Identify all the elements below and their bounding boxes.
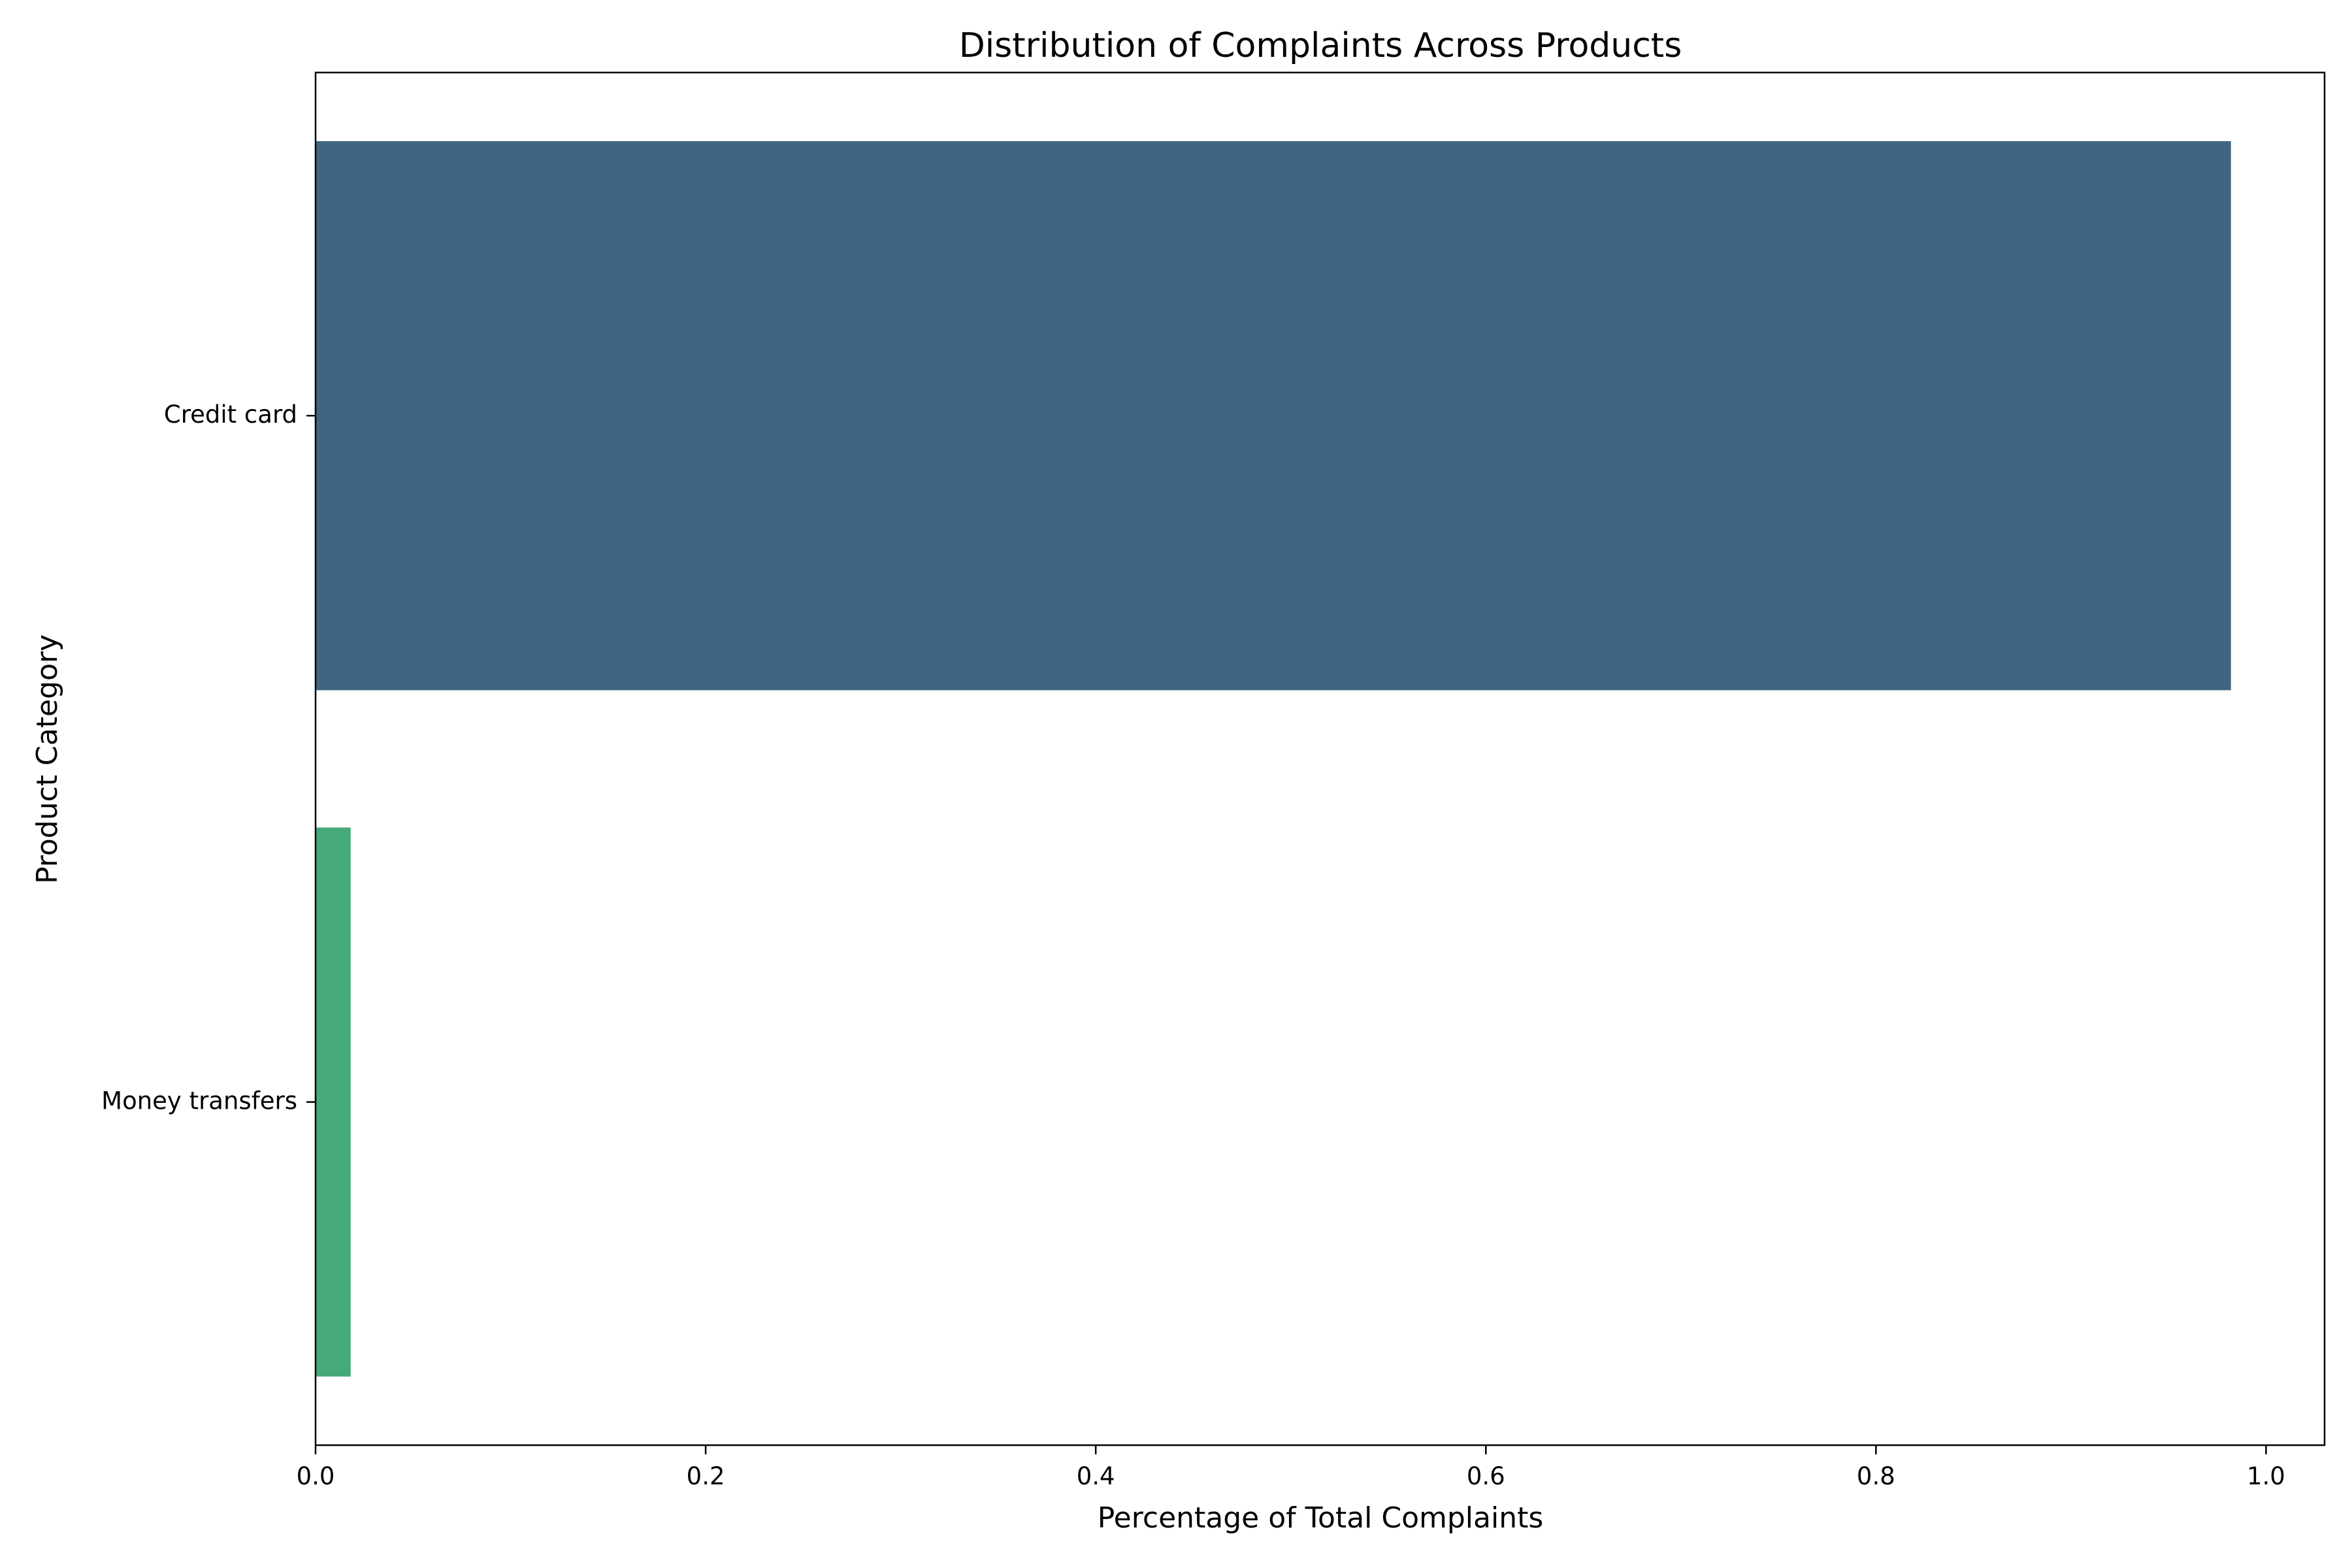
x-tick-label: 0.2 bbox=[687, 1462, 725, 1490]
y-axis: Credit card Money transfers bbox=[101, 400, 316, 1115]
x-tick-label: 0.8 bbox=[1857, 1462, 1895, 1490]
x-tick-label: 1.0 bbox=[2247, 1462, 2285, 1490]
x-tick-label: 0.6 bbox=[1467, 1462, 1505, 1490]
bar-credit-card bbox=[316, 141, 2231, 691]
x-axis-label: Percentage of Total Complaints bbox=[1098, 1501, 1544, 1535]
y-tick-label: Credit card bbox=[164, 400, 297, 429]
y-tick-label: Money transfers bbox=[101, 1086, 297, 1115]
x-tick-label: 0.0 bbox=[297, 1462, 335, 1490]
chart-title: Distribution of Complaints Across Produc… bbox=[959, 26, 1682, 65]
x-axis: 0.0 0.2 0.4 0.6 0.8 1.0 bbox=[297, 1445, 2285, 1490]
bar-money-transfers bbox=[316, 827, 351, 1377]
plot-frame bbox=[314, 71, 2326, 1446]
bars-group bbox=[316, 141, 2231, 1377]
y-axis-label: Product Category bbox=[31, 634, 64, 884]
x-tick-label: 0.4 bbox=[1077, 1462, 1115, 1490]
